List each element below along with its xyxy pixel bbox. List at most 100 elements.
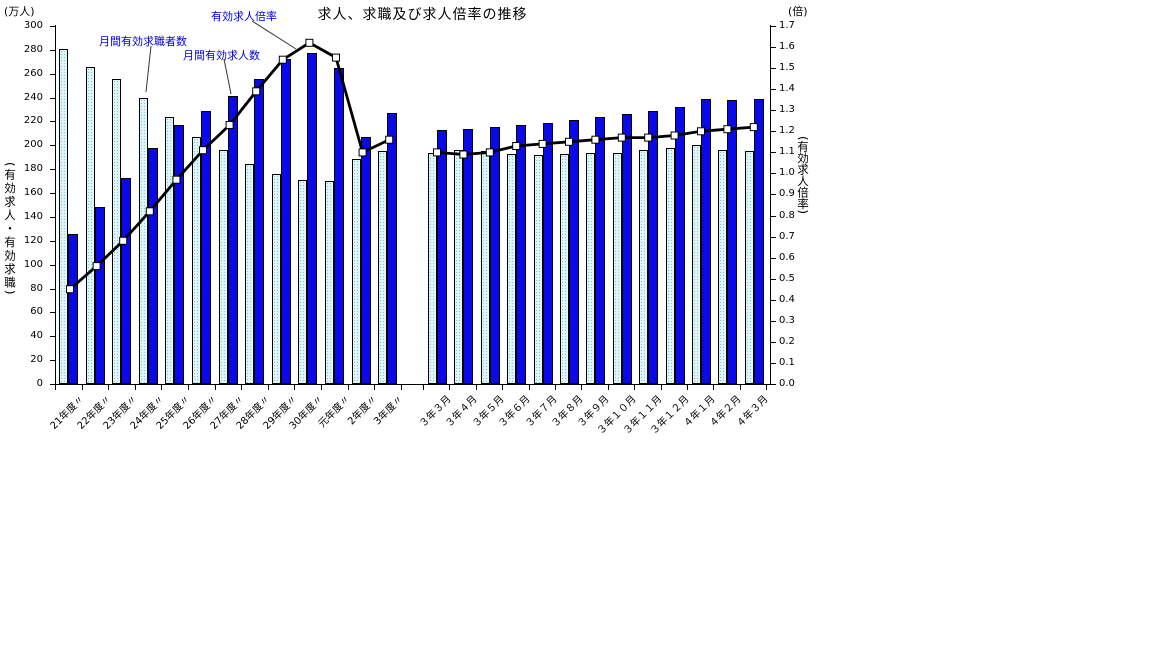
bar-seekers <box>112 78 122 384</box>
right-axis-tick-label: 1.6 <box>779 41 795 53</box>
left-axis-tick-label: 220 <box>23 115 43 127</box>
left-axis-tick <box>50 73 55 75</box>
bar-seekers <box>454 150 464 384</box>
bar-openings <box>94 207 105 384</box>
x-axis-tick <box>687 385 688 390</box>
right-axis-tick <box>771 257 776 259</box>
x-axis-tick <box>660 385 662 390</box>
bar-openings <box>542 122 553 384</box>
left-axis-tick-label: 300 <box>23 20 43 31</box>
left-axis-tick <box>50 360 55 362</box>
right-axis-tick <box>771 68 776 70</box>
left-axis-tick-label: 60 <box>30 306 43 318</box>
chart-title: 求人、求職及び求人倍率の推移 <box>317 7 528 23</box>
bar-seekers <box>271 174 281 384</box>
bar-seekers <box>351 158 361 384</box>
x-axis-tick <box>188 385 189 390</box>
right-axis-tick <box>771 341 776 343</box>
right-axis-tick <box>771 26 776 27</box>
bar-seekers <box>165 116 175 384</box>
left-axis-unit-label: (万人) <box>4 5 35 18</box>
left-axis-line <box>55 25 56 385</box>
right-axis-tick <box>771 152 776 154</box>
right-axis-tick <box>771 384 776 385</box>
right-axis-tick <box>771 110 776 112</box>
bar-seekers <box>218 150 228 384</box>
bar-openings <box>68 233 78 384</box>
left-axis-tick <box>50 169 55 171</box>
x-axis-tick <box>294 385 296 390</box>
left-axis-tick <box>50 145 55 147</box>
bar-openings <box>727 100 738 384</box>
plot-area: 0 20 40 60 80 100 120 140 160 180 200 220 240 260 280 3… <box>23 20 795 437</box>
right-axis-tick-label: 0.8 <box>779 209 795 221</box>
bar-openings <box>648 110 659 384</box>
x-axis-tick <box>55 385 56 390</box>
right-axis-tick-label: 1.3 <box>779 104 795 116</box>
left-axis-tick <box>50 121 55 123</box>
x-axis-tick <box>475 385 477 390</box>
right-axis-tick <box>771 173 776 175</box>
right-axis-tick-label: 1.1 <box>779 146 795 158</box>
bar-openings <box>147 147 158 384</box>
right-axis-tick <box>771 89 776 91</box>
bar-seekers <box>192 137 201 384</box>
left-axis-tick <box>50 97 55 99</box>
bar-seekers <box>533 154 543 384</box>
x-axis-tick <box>766 385 768 390</box>
bar-openings <box>463 128 474 384</box>
x-axis-tick <box>581 385 583 390</box>
bar-openings <box>674 107 685 384</box>
left-axis-tick <box>50 26 55 27</box>
x-axis-tick <box>241 385 243 390</box>
left-axis-tick-label: 180 <box>23 163 43 175</box>
x-axis-tick <box>607 385 609 390</box>
bar-openings <box>595 116 606 384</box>
right-axis-tick <box>771 47 776 49</box>
left-axis-tick-label: 240 <box>23 91 43 103</box>
right-axis-tick-label: 1.4 <box>779 83 795 95</box>
x-axis-tick <box>634 385 636 390</box>
x-axis-tick <box>321 385 322 390</box>
left-axis-tick <box>50 336 55 338</box>
x-axis-tick <box>400 385 402 390</box>
x-axis-tick <box>134 385 136 390</box>
bar-openings <box>753 98 764 384</box>
x-axis-tick <box>267 385 269 390</box>
bar-openings <box>254 78 265 384</box>
bar-openings <box>280 59 291 384</box>
bar-seekers <box>665 147 675 384</box>
bar-openings <box>334 67 344 384</box>
right-axis-tick <box>771 278 776 280</box>
left-axis-tick <box>50 288 55 290</box>
annotation-ratio-label: 有効求人倍率 <box>211 10 277 23</box>
bar-seekers <box>612 152 622 384</box>
right-axis-tick <box>771 236 776 238</box>
left-axis-tick <box>50 312 55 314</box>
x-axis-tick <box>555 385 556 390</box>
left-axis-tick-label: 20 <box>30 354 43 366</box>
bar-openings <box>437 129 447 384</box>
right-axis-tick-label: 0.1 <box>779 356 795 368</box>
right-axis-tick <box>771 362 776 364</box>
left-axis-tick <box>50 216 55 218</box>
left-axis-tick-label: 40 <box>30 330 43 342</box>
right-axis-tick <box>771 194 776 196</box>
right-axis-tick-label: 0.6 <box>779 251 795 263</box>
bar-seekers <box>744 151 754 384</box>
bar-seekers <box>245 164 255 384</box>
right-axis-title: (有効求人倍率) <box>796 136 810 214</box>
bar-seekers <box>428 152 437 384</box>
right-axis-tick-label: 1.7 <box>779 20 795 31</box>
bar-seekers <box>298 179 308 384</box>
bar-openings <box>121 177 132 384</box>
x-axis-tick <box>528 385 530 390</box>
x-axis-tick <box>214 385 216 390</box>
right-axis-tick-label: 0.2 <box>779 335 795 347</box>
right-axis-line <box>770 25 771 385</box>
x-axis-tick <box>374 385 376 390</box>
left-axis-tick-label: 160 <box>23 187 43 199</box>
x-axis-tick <box>81 385 83 390</box>
bar-openings <box>569 120 579 384</box>
left-axis-tick-label: 100 <box>23 258 43 270</box>
